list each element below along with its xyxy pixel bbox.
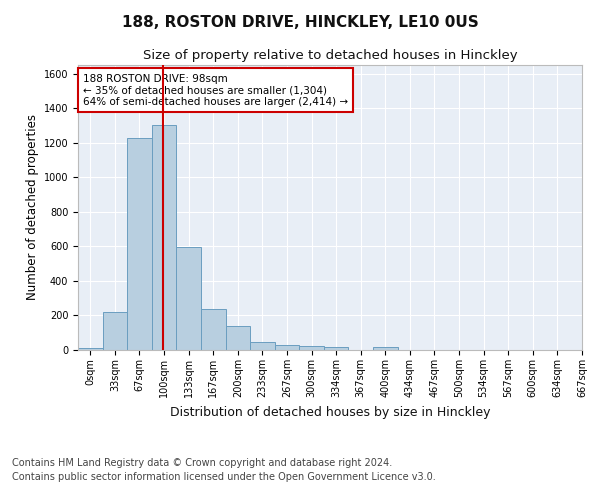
Bar xyxy=(176,247,201,350)
Text: 188, ROSTON DRIVE, HINCKLEY, LE10 0US: 188, ROSTON DRIVE, HINCKLEY, LE10 0US xyxy=(122,15,478,30)
Y-axis label: Number of detached properties: Number of detached properties xyxy=(26,114,40,300)
Bar xyxy=(299,346,324,350)
Bar xyxy=(275,345,299,350)
Bar xyxy=(103,312,127,350)
Bar xyxy=(373,348,398,350)
Text: Contains HM Land Registry data © Crown copyright and database right 2024.: Contains HM Land Registry data © Crown c… xyxy=(12,458,392,468)
Bar xyxy=(250,342,275,350)
Text: Distribution of detached houses by size in Hinckley: Distribution of detached houses by size … xyxy=(170,406,490,419)
Bar xyxy=(201,310,226,350)
Text: Contains public sector information licensed under the Open Government Licence v3: Contains public sector information licen… xyxy=(12,472,436,482)
Bar xyxy=(152,126,176,350)
Bar xyxy=(226,326,250,350)
Text: 188 ROSTON DRIVE: 98sqm
← 35% of detached houses are smaller (1,304)
64% of semi: 188 ROSTON DRIVE: 98sqm ← 35% of detache… xyxy=(83,74,348,107)
Bar xyxy=(127,138,152,350)
Bar xyxy=(324,348,349,350)
Title: Size of property relative to detached houses in Hinckley: Size of property relative to detached ho… xyxy=(143,50,517,62)
Bar xyxy=(78,348,103,350)
